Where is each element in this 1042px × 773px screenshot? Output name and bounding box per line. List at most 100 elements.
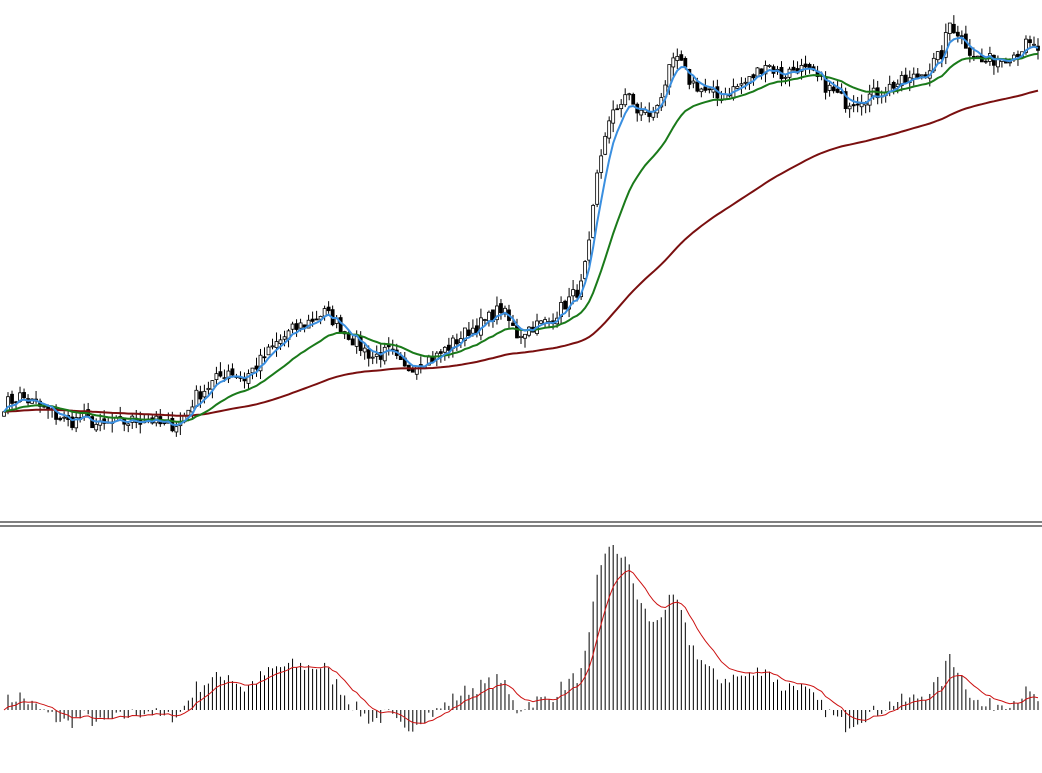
candle <box>290 321 295 334</box>
candle <box>539 319 543 324</box>
candle <box>374 345 379 364</box>
candle <box>943 23 948 65</box>
candle <box>454 333 459 351</box>
candle <box>815 65 820 82</box>
moving-average-fast <box>3 36 1039 427</box>
candle <box>679 50 684 61</box>
candle <box>1036 38 1040 60</box>
candle <box>266 344 271 356</box>
candle <box>675 48 680 69</box>
candle <box>1028 35 1032 49</box>
candle <box>499 298 503 320</box>
candle <box>483 318 487 326</box>
candle <box>603 132 608 156</box>
candle <box>727 87 732 98</box>
candle <box>803 55 808 76</box>
candle <box>855 96 860 113</box>
candle <box>915 68 920 80</box>
candle <box>242 372 247 389</box>
candle <box>911 67 916 86</box>
candle <box>711 80 716 99</box>
candle <box>743 77 748 90</box>
candle <box>226 364 231 384</box>
candle <box>859 94 864 116</box>
oscillator-signal-line <box>3 569 1039 724</box>
candle <box>707 88 712 94</box>
candle <box>751 73 756 86</box>
candle <box>294 319 299 337</box>
candle <box>527 326 531 338</box>
candle <box>583 260 588 281</box>
candle <box>58 416 63 422</box>
moving-average-slow <box>3 89 1039 417</box>
candle <box>559 296 563 325</box>
candle <box>735 83 740 89</box>
price-pane <box>2 15 1040 437</box>
candle <box>535 313 539 336</box>
candle <box>955 25 960 43</box>
candle <box>615 104 620 111</box>
moving-average-mid <box>3 52 1039 423</box>
candle <box>755 67 760 77</box>
candle <box>326 301 331 315</box>
candle <box>851 95 856 113</box>
candle <box>22 388 26 399</box>
candle <box>827 81 832 97</box>
candle <box>899 71 904 92</box>
candle <box>262 347 267 363</box>
candle <box>847 102 852 118</box>
candle <box>174 421 179 437</box>
candle <box>214 366 219 387</box>
candle <box>595 169 600 208</box>
candle <box>783 74 788 85</box>
candle <box>386 337 391 356</box>
candle <box>158 409 163 427</box>
candle <box>258 348 263 380</box>
candle <box>62 411 67 422</box>
candle <box>631 92 636 105</box>
candle <box>126 422 131 433</box>
candle <box>495 296 499 325</box>
candle <box>246 369 251 390</box>
candle <box>739 77 744 94</box>
candle <box>587 231 592 267</box>
candle <box>206 381 211 397</box>
candle <box>523 333 527 348</box>
candle <box>487 310 491 327</box>
oscillator-histogram <box>7 545 1039 733</box>
candle <box>767 64 772 68</box>
candle <box>254 357 259 377</box>
candle <box>362 342 367 360</box>
candle <box>591 203 596 239</box>
candle <box>370 351 375 365</box>
candle <box>992 54 996 75</box>
candle <box>951 15 956 34</box>
candlestick-series <box>2 15 1040 437</box>
candle <box>947 22 952 41</box>
candle <box>350 334 355 346</box>
candle <box>791 60 796 71</box>
candle <box>963 25 968 49</box>
candle <box>270 338 275 350</box>
candle <box>90 415 95 429</box>
candle <box>519 328 523 345</box>
candle <box>230 363 235 378</box>
candle <box>935 51 940 64</box>
candle <box>314 310 319 321</box>
candle <box>699 87 704 98</box>
candle <box>619 99 624 118</box>
candle <box>627 92 632 101</box>
candle <box>651 106 656 121</box>
candle <box>903 67 908 85</box>
candle <box>623 88 628 108</box>
candle <box>218 362 223 378</box>
candle <box>843 87 848 113</box>
candle <box>611 100 616 133</box>
candle <box>274 332 279 357</box>
pane-separator[interactable] <box>0 521 1042 527</box>
candle <box>567 287 571 318</box>
candle <box>671 52 676 77</box>
candle <box>635 102 640 122</box>
candle <box>563 299 567 310</box>
